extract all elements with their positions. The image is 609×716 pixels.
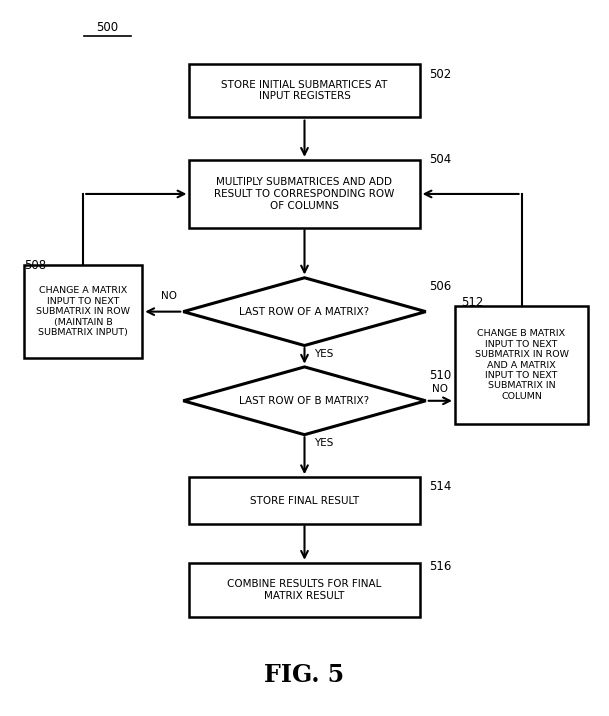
Polygon shape	[183, 278, 426, 346]
Text: STORE FINAL RESULT: STORE FINAL RESULT	[250, 495, 359, 505]
Text: 502: 502	[429, 67, 451, 81]
FancyBboxPatch shape	[189, 160, 420, 228]
Text: 506: 506	[429, 280, 451, 293]
Text: CHANGE B MATRIX
INPUT TO NEXT
SUBMATRIX IN ROW
AND A MATRIX
INPUT TO NEXT
SUBMAT: CHANGE B MATRIX INPUT TO NEXT SUBMATRIX …	[474, 329, 569, 401]
Text: LAST ROW OF B MATRIX?: LAST ROW OF B MATRIX?	[239, 396, 370, 406]
Text: NO: NO	[161, 291, 177, 301]
Text: 508: 508	[24, 258, 46, 272]
Text: 514: 514	[429, 480, 451, 493]
Text: LAST ROW OF A MATRIX?: LAST ROW OF A MATRIX?	[239, 306, 370, 316]
Polygon shape	[183, 367, 426, 435]
Text: COMBINE RESULTS FOR FINAL
MATRIX RESULT: COMBINE RESULTS FOR FINAL MATRIX RESULT	[227, 579, 382, 601]
Text: 516: 516	[429, 560, 451, 573]
Text: 504: 504	[429, 153, 451, 166]
FancyBboxPatch shape	[189, 478, 420, 524]
FancyBboxPatch shape	[24, 266, 143, 358]
Text: STORE INITIAL SUBMARTICES AT
INPUT REGISTERS: STORE INITIAL SUBMARTICES AT INPUT REGIS…	[221, 79, 388, 102]
Text: NO: NO	[432, 384, 448, 394]
Text: YES: YES	[314, 438, 333, 448]
Text: 500: 500	[96, 21, 119, 34]
FancyBboxPatch shape	[189, 563, 420, 616]
Text: 512: 512	[461, 296, 484, 309]
Text: MULTIPLY SUBMATRICES AND ADD
RESULT TO CORRESPONDING ROW
OF COLUMNS: MULTIPLY SUBMATRICES AND ADD RESULT TO C…	[214, 178, 395, 211]
Text: 510: 510	[429, 369, 451, 382]
Text: YES: YES	[314, 349, 333, 359]
FancyBboxPatch shape	[455, 306, 588, 424]
FancyBboxPatch shape	[189, 64, 420, 117]
Text: FIG. 5: FIG. 5	[264, 664, 345, 687]
Text: CHANGE A MATRIX
INPUT TO NEXT
SUBMATRIX IN ROW
(MAINTAIN B
SUBMATRIX INPUT): CHANGE A MATRIX INPUT TO NEXT SUBMATRIX …	[36, 286, 130, 337]
